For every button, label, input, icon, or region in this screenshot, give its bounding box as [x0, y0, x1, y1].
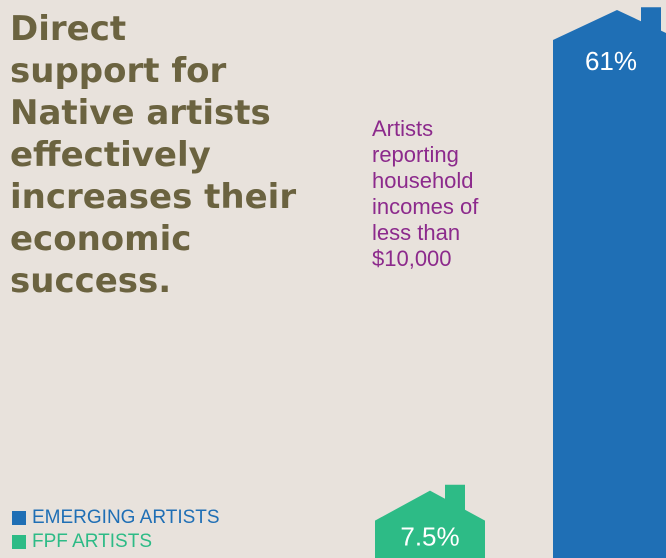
legend: EMERGING ARTISTS FPF ARTISTS — [12, 506, 220, 554]
legend-swatch-fpf — [12, 535, 26, 549]
bar-fpf-artists — [375, 484, 485, 558]
legend-item-fpf-artists: FPF ARTISTS — [12, 530, 220, 554]
legend-swatch-emerging — [12, 511, 26, 525]
bar-value-label-emerging-artists: 61% — [585, 46, 637, 76]
chart-title: Artists reporting household incomes of l… — [372, 116, 479, 271]
legend-item-emerging-artists: EMERGING ARTISTS — [12, 506, 220, 530]
bar-emerging-artists — [553, 7, 666, 558]
headline: Direct support for Native artists effect… — [10, 9, 297, 301]
legend-label-fpf-artists: FPF ARTISTS — [32, 531, 153, 552]
bar-value-label-fpf-artists: 7.5% — [400, 522, 459, 552]
legend-label-emerging-artists: EMERGING ARTISTS — [32, 507, 220, 528]
